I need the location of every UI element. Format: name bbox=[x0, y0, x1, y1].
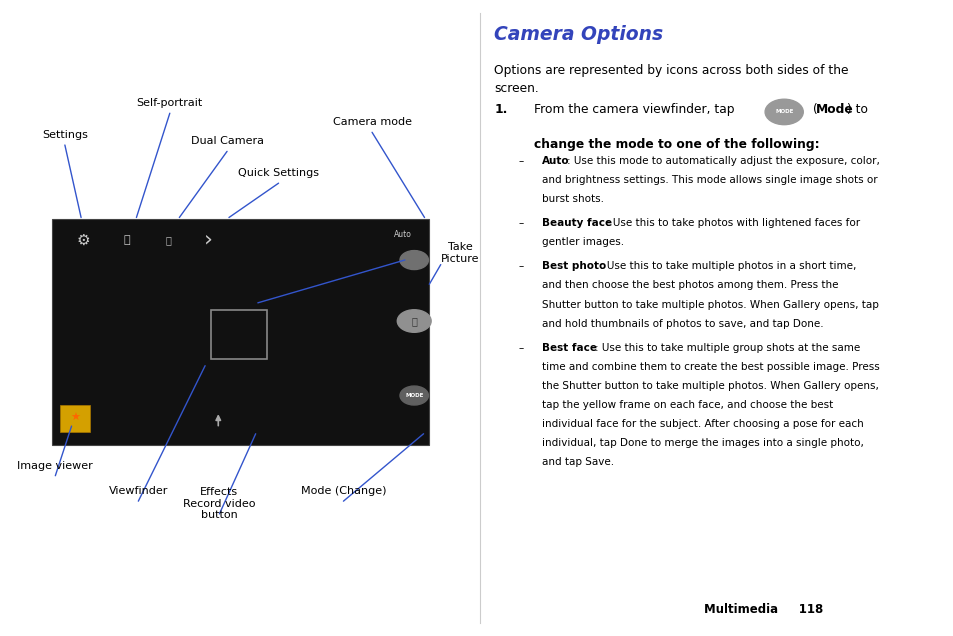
Text: ⚙: ⚙ bbox=[76, 232, 90, 247]
Text: and hold thumbnails of photos to save, and tap Done.: and hold thumbnails of photos to save, a… bbox=[541, 319, 822, 329]
FancyBboxPatch shape bbox=[52, 219, 429, 445]
Text: Camera mode: Camera mode bbox=[333, 117, 411, 127]
Text: and brightness settings. This mode allows single image shots or: and brightness settings. This mode allow… bbox=[541, 175, 877, 185]
Text: gentler images.: gentler images. bbox=[541, 237, 623, 247]
Text: change the mode to one of the following:: change the mode to one of the following: bbox=[534, 138, 819, 151]
Circle shape bbox=[399, 386, 428, 405]
Text: –: – bbox=[517, 156, 523, 166]
Text: Self-portrait: Self-portrait bbox=[136, 98, 203, 108]
Text: Image viewer: Image viewer bbox=[17, 460, 93, 471]
Circle shape bbox=[764, 99, 802, 125]
Text: time and combine them to create the best possible image. Press: time and combine them to create the best… bbox=[541, 362, 879, 372]
Text: –: – bbox=[517, 218, 523, 228]
Text: individual, tap Done to merge the images into a single photo,: individual, tap Done to merge the images… bbox=[541, 438, 862, 448]
Text: ★: ★ bbox=[70, 413, 80, 423]
Text: Shutter button to take multiple photos. When Gallery opens, tap: Shutter button to take multiple photos. … bbox=[541, 300, 878, 310]
Text: (: ( bbox=[812, 103, 817, 116]
Bar bbox=[211, 310, 267, 359]
Text: Camera Options: Camera Options bbox=[494, 25, 662, 45]
Text: MODE: MODE bbox=[405, 393, 423, 398]
Text: Beauty face: Beauty face bbox=[541, 218, 612, 228]
Text: Best photo: Best photo bbox=[541, 261, 605, 272]
Text: 1.: 1. bbox=[494, 103, 507, 116]
Text: and tap Save.: and tap Save. bbox=[541, 457, 614, 467]
Text: burst shots.: burst shots. bbox=[541, 194, 603, 204]
Text: individual face for the subject. After choosing a pose for each: individual face for the subject. After c… bbox=[541, 419, 862, 429]
Text: Take
Picture: Take Picture bbox=[440, 242, 478, 264]
Text: Best face: Best face bbox=[541, 343, 597, 353]
Text: Quick Settings: Quick Settings bbox=[238, 168, 318, 178]
Text: From the camera viewfinder, tap: From the camera viewfinder, tap bbox=[534, 103, 734, 116]
Text: Settings: Settings bbox=[42, 130, 88, 140]
Text: 👤: 👤 bbox=[124, 235, 130, 245]
Text: 📷: 📷 bbox=[166, 235, 172, 245]
Text: the Shutter button to take multiple photos. When Gallery opens,: the Shutter button to take multiple phot… bbox=[541, 381, 878, 391]
Text: : Use this mode to automatically adjust the exposure, color,: : Use this mode to automatically adjust … bbox=[566, 156, 879, 166]
Text: : Use this to take photos with lightened faces for: : Use this to take photos with lightened… bbox=[605, 218, 859, 228]
Text: Dual Camera: Dual Camera bbox=[191, 136, 263, 146]
Text: and then choose the best photos among them. Press the: and then choose the best photos among th… bbox=[541, 280, 838, 291]
Text: tap the yellow frame on each face, and choose the best: tap the yellow frame on each face, and c… bbox=[541, 400, 832, 410]
Text: Effects
Record video
button: Effects Record video button bbox=[183, 487, 255, 520]
Text: –: – bbox=[517, 343, 523, 353]
Text: 📷: 📷 bbox=[411, 316, 416, 326]
Text: Auto: Auto bbox=[394, 230, 412, 239]
Circle shape bbox=[399, 251, 428, 270]
Text: –: – bbox=[517, 261, 523, 272]
Text: ) to: ) to bbox=[846, 103, 867, 116]
Text: Options are represented by icons across both sides of the
screen.: Options are represented by icons across … bbox=[494, 64, 848, 95]
Text: : Use this to take multiple photos in a short time,: : Use this to take multiple photos in a … bbox=[599, 261, 856, 272]
Text: ›: › bbox=[203, 230, 213, 250]
FancyBboxPatch shape bbox=[60, 404, 90, 432]
Circle shape bbox=[396, 310, 431, 332]
Text: MODE: MODE bbox=[774, 109, 793, 114]
Text: Viewfinder: Viewfinder bbox=[109, 486, 168, 496]
Text: : Use this to take multiple group shots at the same: : Use this to take multiple group shots … bbox=[594, 343, 859, 353]
Text: Mode (Change): Mode (Change) bbox=[300, 486, 386, 496]
Text: Mode: Mode bbox=[815, 103, 853, 116]
Text: Multimedia     118: Multimedia 118 bbox=[702, 603, 821, 616]
Text: Auto: Auto bbox=[541, 156, 569, 166]
